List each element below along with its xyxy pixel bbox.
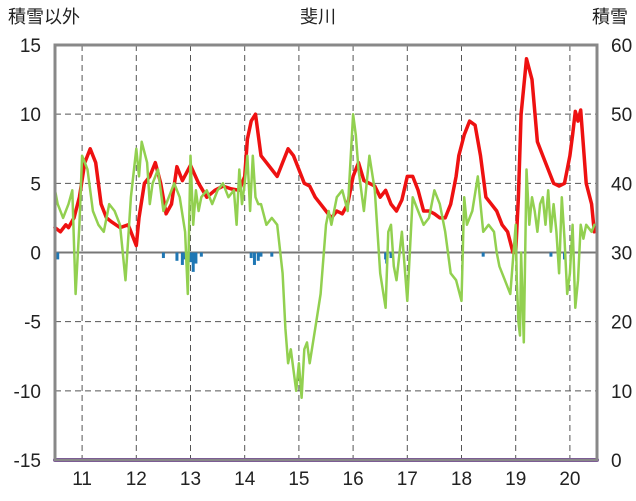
- right-y-tick-label: 30: [611, 244, 632, 265]
- right-y-tick-label: 40: [611, 174, 632, 195]
- plot-border: [53, 43, 599, 462]
- data-bar: [256, 252, 260, 261]
- data-bar: [259, 252, 263, 257]
- plot-frame: [53, 43, 599, 462]
- data-bar: [270, 252, 274, 257]
- left-axis-label: 積雪以外: [8, 7, 80, 28]
- left-y-tick-label: 15: [20, 36, 41, 57]
- x-tick-label: 18: [451, 469, 472, 490]
- data-bar: [549, 252, 553, 257]
- left-y-tick-label: 10: [20, 105, 41, 126]
- left-y-tick-label: -15: [14, 451, 41, 472]
- snow-depth-change-bars: [56, 252, 566, 272]
- x-tick-label: 20: [559, 469, 580, 490]
- x-tick-label: 15: [288, 469, 309, 490]
- x-tick-label: 17: [397, 469, 418, 490]
- data-bar: [389, 252, 393, 259]
- series-line-1: [53, 112, 596, 400]
- data-bar: [175, 252, 179, 261]
- left-y-tick-label: -10: [14, 382, 41, 403]
- x-tick-label: 11: [72, 469, 92, 490]
- x-tick-label: 12: [126, 469, 147, 490]
- x-tick-label: 13: [180, 469, 201, 490]
- left-y-tick-label: 0: [30, 244, 41, 265]
- chart-title: 斐川: [300, 7, 336, 28]
- data-bar: [249, 252, 253, 259]
- data-bar: [252, 252, 256, 265]
- left-y-tick-labels: 15 10 5 0 -5 -10 -15: [14, 36, 41, 472]
- data-bar: [194, 252, 198, 264]
- x-tick-labels: 11 12 13 14 15 16 17 18 19 20: [72, 469, 580, 490]
- right-axis-label: 積雪: [592, 7, 628, 28]
- right-y-tick-labels: 60 50 40 30 20 10 0: [611, 36, 632, 472]
- data-bar: [180, 252, 184, 265]
- data-bar: [191, 252, 195, 272]
- left-y-tick-label: -5: [24, 313, 41, 334]
- x-tick-label: 19: [505, 469, 526, 490]
- data-bar: [481, 252, 485, 257]
- right-y-tick-label: 20: [611, 313, 632, 334]
- x-tick-label: 16: [343, 469, 364, 490]
- right-y-tick-label: 50: [611, 105, 632, 126]
- left-y-tick-label: 5: [30, 174, 41, 195]
- right-y-tick-label: 60: [611, 36, 632, 57]
- data-bar: [56, 252, 60, 260]
- data-bar: [199, 252, 203, 257]
- right-y-tick-label: 0: [611, 451, 622, 472]
- right-y-tick-label: 10: [611, 382, 632, 403]
- x-tick-label: 14: [234, 469, 256, 490]
- data-bar: [161, 252, 165, 259]
- data-bar: [189, 252, 192, 263]
